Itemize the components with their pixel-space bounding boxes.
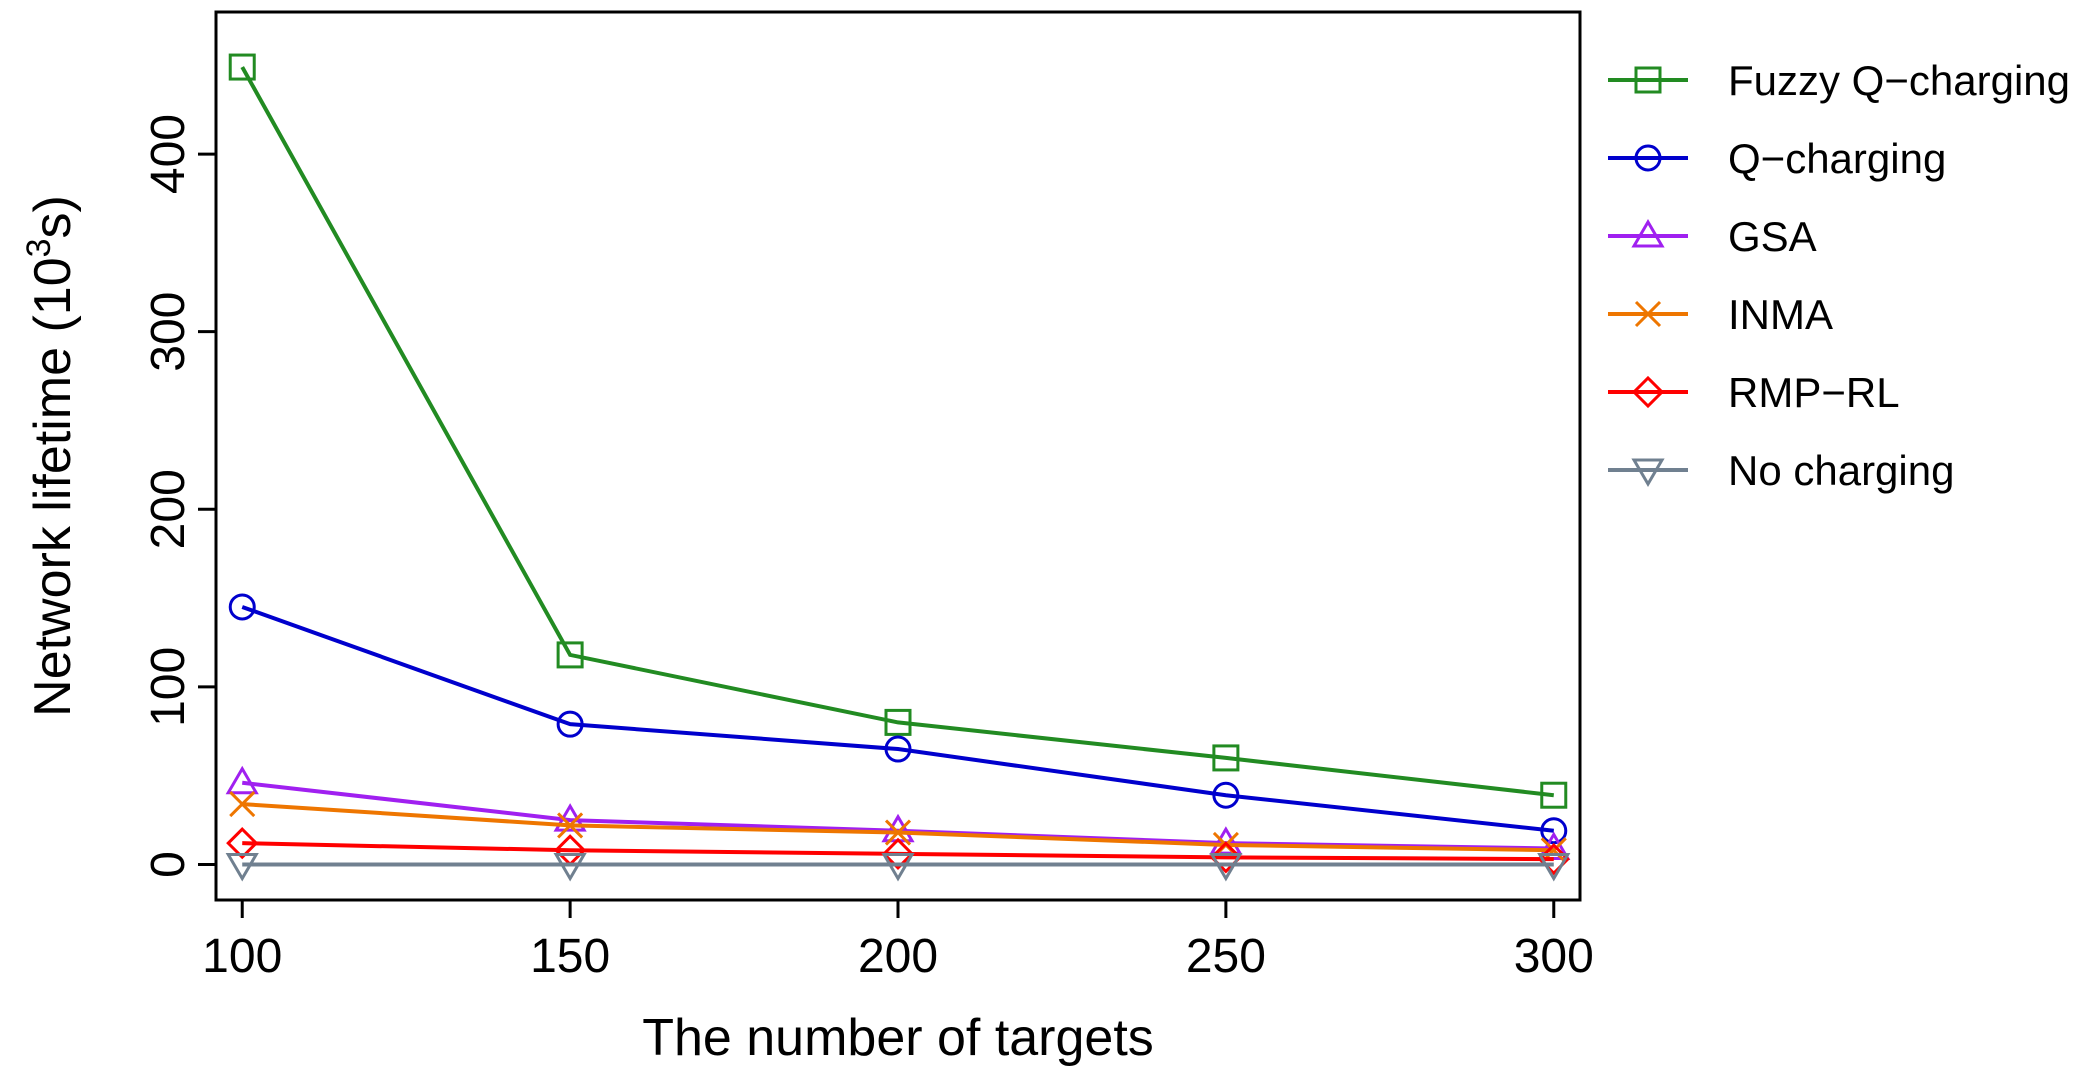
data-point [884,735,912,763]
legend-label: GSA [1728,213,1817,260]
data-point [556,641,584,669]
data-point [553,852,587,882]
legend-marker [1631,458,1665,487]
data-point [556,710,584,738]
y-tick-label: 0 [142,851,195,878]
legend-marker [1634,300,1662,328]
legend-marker [1634,66,1662,94]
data-point [1209,852,1243,882]
legend-label: RMP−RL [1728,369,1900,416]
legend-item: RMP−RL [1608,369,1900,416]
series-line [240,66,1554,798]
y-axis-title-superscript: 3 [20,238,58,257]
legend-marker [1634,144,1662,172]
series-layer [225,53,1571,882]
legend-item: Q−charging [1608,135,1946,182]
data-point [557,812,584,839]
data-point [884,819,912,846]
data-point [1540,817,1568,845]
data-point [1540,781,1568,809]
series-group [228,53,1568,809]
legend-item: INMA [1608,291,1833,338]
legend-item: Fuzzy Q−charging [1608,57,2070,104]
y-axis-title: Network lifetime (103s) [20,195,82,717]
plot-frame [214,10,1582,902]
x-axis: 100 150 200 250 300 [202,898,1594,983]
y-axis: 0 100 200 300 400 [142,114,218,878]
legend-label: INMA [1728,291,1833,338]
data-point [1212,744,1240,772]
data-point [228,53,256,81]
series-group [228,593,1568,845]
data-point [1537,852,1571,882]
legend: Fuzzy Q−charging Q−charging GSA INMA RMP−RL N… [1608,57,2070,494]
y-tick-label: 300 [142,292,195,372]
x-tick-label: 200 [858,930,938,983]
data-point [225,852,259,882]
legend-label: Q−charging [1728,135,1946,182]
series-group [225,852,1571,882]
legend-label: Fuzzy Q−charging [1728,57,2070,104]
x-tick-label: 150 [530,930,610,983]
y-tick-label: 100 [142,647,195,727]
legend-label: No charging [1728,447,1954,494]
x-tick-label: 100 [202,930,282,983]
legend-marker [1631,219,1665,248]
data-point [884,708,912,736]
y-axis-title-prefix: Network lifetime (10 [24,257,82,716]
legend-marker [1631,375,1665,409]
data-point [229,791,256,818]
data-point [881,837,915,870]
data-point [225,765,259,795]
data-point [1212,781,1240,809]
data-point [881,852,915,882]
data-point [228,593,256,621]
data-point [226,827,259,860]
y-tick-label: 200 [142,469,195,549]
x-tick-label: 300 [1514,930,1594,983]
data-point [1209,841,1243,874]
series-group [226,827,1570,876]
x-tick-label: 250 [1186,930,1266,983]
legend-item: No charging [1608,447,1954,494]
x-axis-title: The number of targets [642,1009,1154,1067]
legend-item: GSA [1608,213,1817,260]
series-group [225,765,1571,860]
series-line [241,605,1554,833]
y-tick-label: 400 [142,114,195,194]
y-axis-title-suffix: s) [24,195,82,238]
